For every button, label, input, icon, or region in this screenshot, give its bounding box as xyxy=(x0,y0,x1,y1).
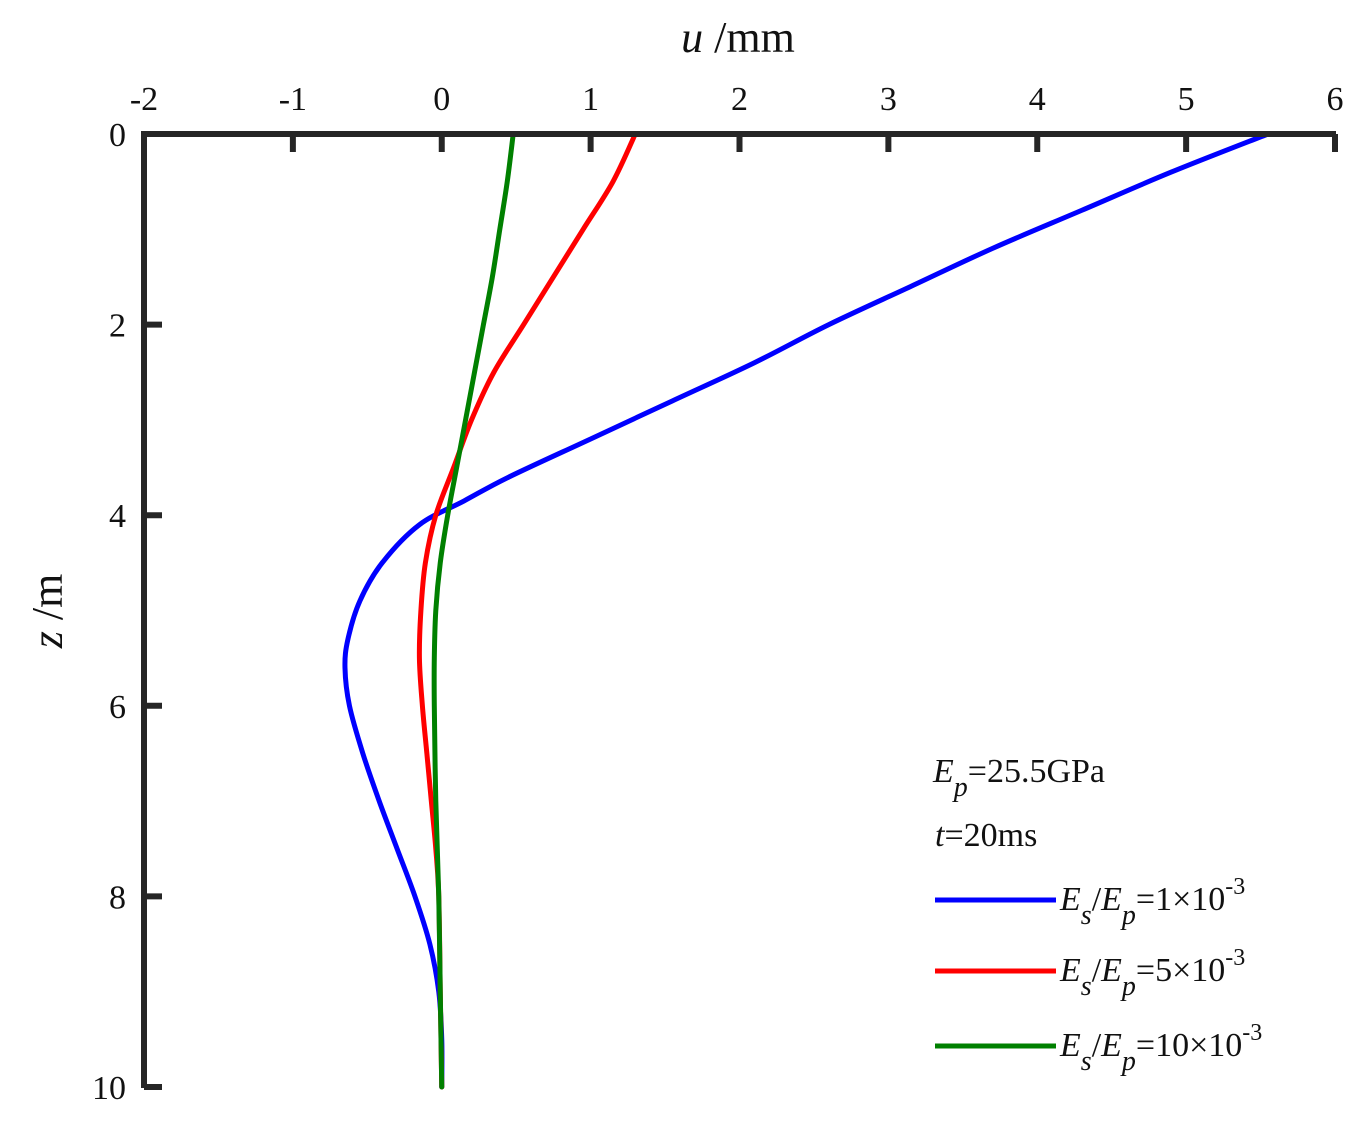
legend-label-2: Es/Ep=5×10-3 xyxy=(1059,945,1245,1002)
series-line-1 xyxy=(342,131,1271,1090)
annotation-time: t=20ms xyxy=(935,817,1037,854)
x-tick-label: 3 xyxy=(880,81,897,118)
y-tick-label: 4 xyxy=(109,498,126,535)
x-tick-label: 6 xyxy=(1327,81,1344,118)
legend-entry-3: Es/Ep=10×10-3 xyxy=(935,1020,1262,1077)
series-line-2 xyxy=(416,131,638,1090)
x-tick-label: 4 xyxy=(1029,81,1046,118)
y-tick-label: 2 xyxy=(109,308,126,345)
x-tick-label: -1 xyxy=(279,81,307,118)
x-tick-label: -2 xyxy=(130,81,158,118)
axis-ticks: -2 -1 0 1 2 3 4 5 6 0 2 4 6 8 10 xyxy=(92,81,1344,1107)
legend: Es/Ep=1×10-3 Es/Ep=5×10-3 Es/Ep=10×10-3 xyxy=(935,874,1262,1077)
y-axis-unit: /m xyxy=(23,574,72,631)
y-tick-label: 6 xyxy=(109,689,126,726)
x-tick-label: 2 xyxy=(731,81,748,118)
y-tick-label: 0 xyxy=(109,117,126,154)
y-tick-label: 8 xyxy=(109,879,126,916)
x-tick-label: 0 xyxy=(433,81,450,118)
series-layer xyxy=(342,131,1271,1090)
legend-entry-1: Es/Ep=1×10-3 xyxy=(935,874,1245,931)
y-tick-label: 10 xyxy=(92,1070,126,1107)
annotation-modulus: Ep=25.5GPa xyxy=(932,753,1105,803)
x-axis-symbol: u xyxy=(681,13,703,62)
x-axis-title: u /mm xyxy=(681,13,795,62)
y-axis-symbol: z xyxy=(23,631,72,649)
y-axis-title: z /m xyxy=(23,574,72,650)
legend-entry-2: Es/Ep=5×10-3 xyxy=(935,945,1245,1002)
x-tick-label: 5 xyxy=(1178,81,1195,118)
x-tick-label: 1 xyxy=(582,81,599,118)
x-axis-unit: /mm xyxy=(703,13,795,62)
series-line-3 xyxy=(431,131,516,1090)
legend-label-3: Es/Ep=10×10-3 xyxy=(1059,1020,1262,1077)
legend-label-1: Es/Ep=1×10-3 xyxy=(1059,874,1245,931)
